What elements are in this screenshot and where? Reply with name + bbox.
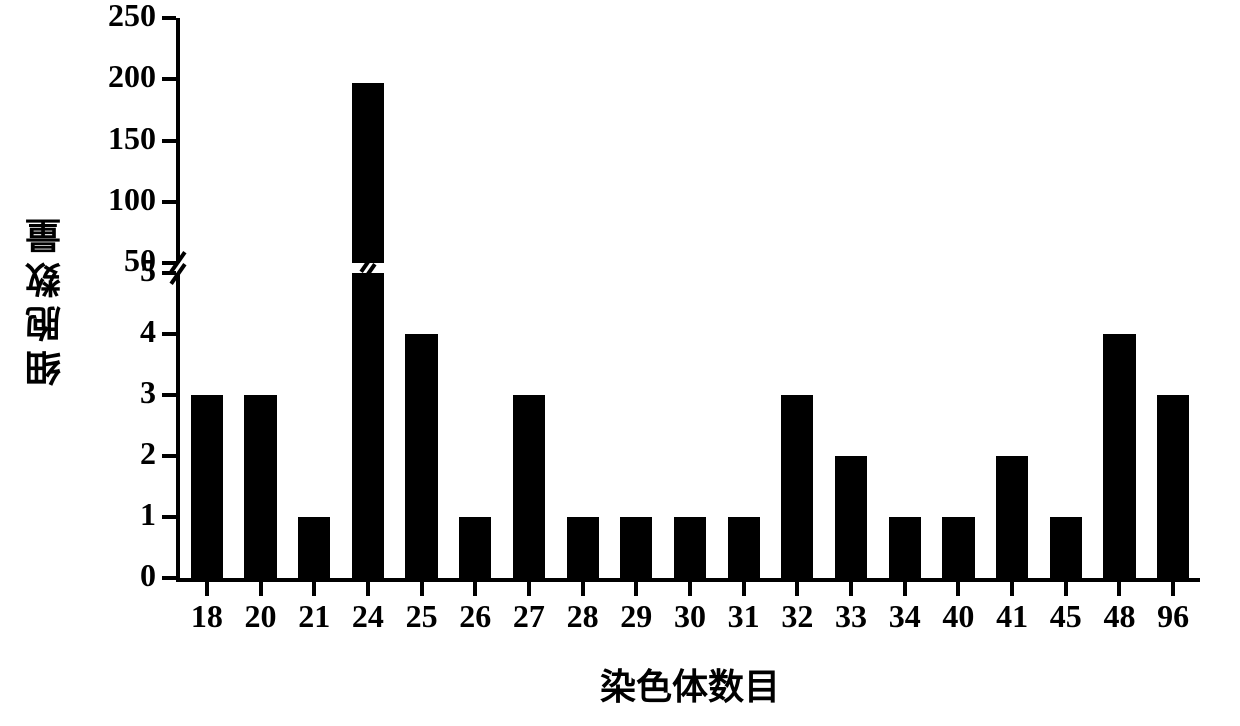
y-tick-label: 50	[82, 242, 156, 279]
chart-bar	[1103, 334, 1135, 578]
x-tick	[1064, 582, 1068, 596]
y-tick-label: 2	[82, 435, 156, 472]
chart-bar	[942, 517, 974, 578]
chart-bar	[1157, 395, 1189, 578]
chart-bar	[191, 395, 223, 578]
plot-area: 0123455010015020025018202124252627282930…	[180, 0, 1200, 578]
y-axis-lower	[176, 273, 180, 582]
chart-bar	[352, 83, 384, 263]
x-tick	[956, 582, 960, 596]
x-tick	[205, 582, 209, 596]
x-tick-label: 48	[1093, 598, 1147, 635]
x-tick-label: 30	[663, 598, 717, 635]
chart-bar	[459, 517, 491, 578]
y-tick	[162, 454, 176, 458]
x-tick-label: 96	[1146, 598, 1200, 635]
chart-bar	[513, 395, 545, 578]
chart-bar	[244, 395, 276, 578]
x-tick-label: 31	[717, 598, 771, 635]
chart-bar	[352, 273, 384, 578]
chart-bar	[996, 456, 1028, 578]
chart-bar	[728, 517, 760, 578]
x-tick	[1171, 582, 1175, 596]
y-tick-label: 250	[82, 0, 156, 34]
x-tick-label: 21	[287, 598, 341, 635]
chart-bar	[835, 456, 867, 578]
x-tick	[795, 582, 799, 596]
x-tick-label: 27	[502, 598, 556, 635]
y-tick	[162, 393, 176, 397]
x-tick	[634, 582, 638, 596]
x-tick	[903, 582, 907, 596]
x-tick-label: 34	[878, 598, 932, 635]
x-tick	[1010, 582, 1014, 596]
x-tick	[366, 582, 370, 596]
x-tick-label: 25	[395, 598, 449, 635]
x-tick	[581, 582, 585, 596]
y-tick	[162, 576, 176, 580]
y-tick-label: 3	[82, 374, 156, 411]
x-tick-label: 29	[609, 598, 663, 635]
x-tick	[688, 582, 692, 596]
x-tick-label: 40	[932, 598, 986, 635]
x-tick-label: 45	[1039, 598, 1093, 635]
chart-bar	[674, 517, 706, 578]
chart-bar	[567, 517, 599, 578]
chart-bar	[781, 395, 813, 578]
chart-bar	[889, 517, 921, 578]
x-tick	[312, 582, 316, 596]
x-tick	[420, 582, 424, 596]
y-tick	[162, 261, 176, 265]
x-tick-label: 41	[985, 598, 1039, 635]
y-tick-label: 1	[82, 496, 156, 533]
y-tick-label: 100	[82, 181, 156, 218]
y-tick	[162, 139, 176, 143]
y-tick	[162, 77, 176, 81]
y-axis-upper	[176, 18, 180, 263]
y-axis-label: 细胞数量	[20, 168, 72, 428]
x-tick	[527, 582, 531, 596]
x-tick-label: 26	[448, 598, 502, 635]
chart-container: 0 1 2 3 45 50 100 150 200 250 18202124252627282930…	[0, 0, 1240, 726]
y-tick	[162, 332, 176, 336]
y-tick	[162, 16, 176, 20]
y-tick-label: 0	[82, 557, 156, 594]
x-tick	[259, 582, 263, 596]
x-tick	[473, 582, 477, 596]
chart-bar	[1050, 517, 1082, 578]
x-tick-label: 24	[341, 598, 395, 635]
y-tick	[162, 271, 176, 275]
y-tick-label: 4	[82, 313, 156, 350]
x-tick-label: 18	[180, 598, 234, 635]
x-tick-label: 32	[771, 598, 825, 635]
y-tick-label: 150	[82, 120, 156, 157]
x-tick-label: 33	[824, 598, 878, 635]
x-tick	[1117, 582, 1121, 596]
x-axis-label: 染色体数目	[180, 658, 1200, 710]
y-tick	[162, 200, 176, 204]
y-tick-label: 200	[82, 58, 156, 95]
y-tick	[162, 515, 176, 519]
x-tick-label: 28	[556, 598, 610, 635]
chart-bar	[620, 517, 652, 578]
chart-bar	[298, 517, 330, 578]
x-tick-label: 20	[234, 598, 288, 635]
x-tick	[742, 582, 746, 596]
chart-bar	[405, 334, 437, 578]
x-tick	[849, 582, 853, 596]
